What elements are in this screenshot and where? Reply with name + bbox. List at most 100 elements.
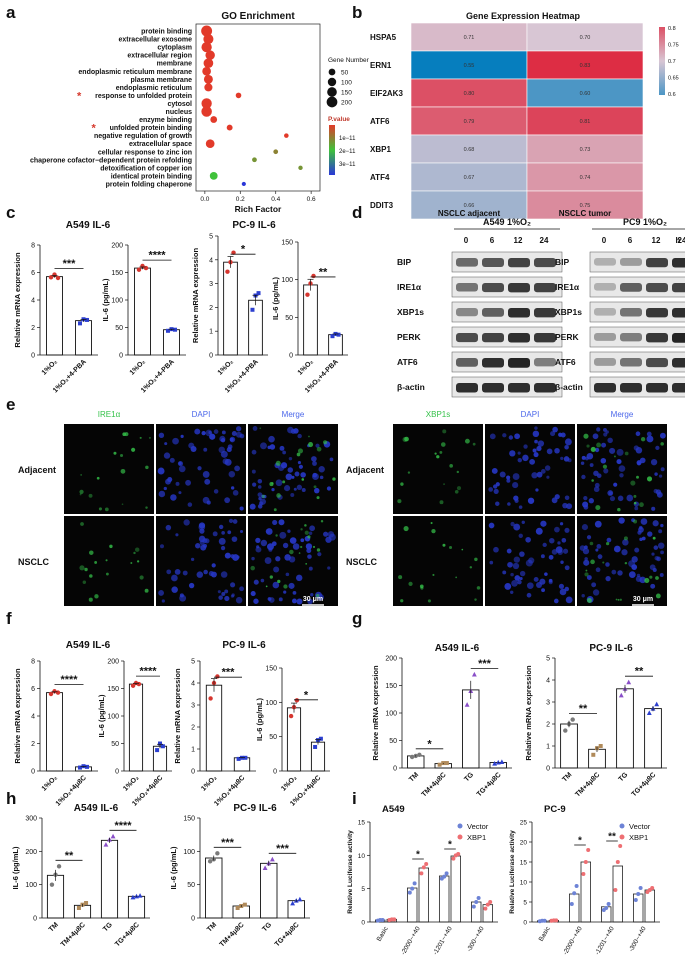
nucleus-dot <box>559 522 564 526</box>
legend-marker <box>457 834 463 840</box>
cell-value: 0.68 <box>464 147 475 153</box>
gene-row-label: ATF6 <box>370 117 390 126</box>
y-tick-label: 0 <box>31 353 35 360</box>
data-point <box>380 918 385 922</box>
cell-value: 0.79 <box>464 119 475 125</box>
signal-dot <box>80 474 82 476</box>
band-label: XBP1s <box>397 307 424 317</box>
nucleus-dot <box>617 570 623 576</box>
signal-dot <box>312 545 316 548</box>
signal-dot <box>586 444 590 448</box>
nucleus-dot <box>583 559 590 566</box>
signal-dot <box>94 561 98 564</box>
nucleus-dot <box>220 438 226 443</box>
bar <box>46 276 63 356</box>
nucleus-dot <box>308 531 313 536</box>
band-label: PERK <box>397 332 421 342</box>
y-tick-label: 50 <box>111 741 119 748</box>
signal-dot <box>120 468 126 474</box>
y-axis-label: IL-6 (pg/mL) <box>101 278 110 321</box>
significance-label: * <box>448 840 452 851</box>
colorbar-tick-label: 3e−11 <box>339 162 356 168</box>
signal-dot <box>636 475 639 479</box>
nucleus-dot <box>326 486 332 491</box>
data-point <box>604 906 609 910</box>
nucleus-dot <box>646 431 652 437</box>
protein-band <box>482 283 504 293</box>
nucleus-dot <box>235 426 242 432</box>
nucleus-dot <box>616 448 624 456</box>
category-label: TM+4μ8C <box>219 921 246 948</box>
signal-dot <box>80 522 84 526</box>
timepoint-label: 24 <box>540 236 549 245</box>
nucleus-dot <box>533 576 539 582</box>
heatmap-cell <box>410 78 528 108</box>
nucleus-dot <box>293 487 297 491</box>
y-axis-label: IL-6 (pg/mL) <box>11 846 20 889</box>
data-point <box>633 898 638 902</box>
data-point <box>305 292 310 297</box>
protein-band <box>672 358 685 368</box>
data-point <box>471 904 476 909</box>
panel-label-b: b <box>352 3 362 22</box>
signal-dot <box>408 581 413 586</box>
nucleus-dot <box>512 481 519 489</box>
nucleus-dot <box>586 575 592 580</box>
y-tick-label: 100 <box>25 882 37 889</box>
nucleus-dot <box>506 548 512 554</box>
nucleus-dot <box>231 536 238 543</box>
nucleus-dot <box>635 431 641 437</box>
band-label: PERK <box>555 332 579 342</box>
nucleus-dot <box>592 589 600 596</box>
category-label: 1%O₂ <box>200 774 218 792</box>
signal-dot <box>96 476 100 480</box>
y-tick-label: 100 <box>281 277 293 284</box>
heatmap-cell <box>410 22 528 52</box>
signal-dot <box>461 548 464 551</box>
signal-dot <box>265 585 268 588</box>
bar <box>580 861 592 923</box>
signal-dot <box>300 528 303 531</box>
cell-value: 0.74 <box>580 175 591 181</box>
y-tick-label: 100 <box>265 700 277 707</box>
category-label: -300~+40 <box>628 925 648 953</box>
signal-dot <box>94 594 99 599</box>
nucleus-dot <box>654 472 658 476</box>
y-tick-label: 6 <box>31 686 35 693</box>
band-label: IRE1α <box>397 282 422 292</box>
protein-band <box>508 308 530 318</box>
nucleus-dot <box>208 570 214 577</box>
nucleus-dot <box>268 547 273 552</box>
heatmap-cell <box>526 78 644 108</box>
nucleus-dot <box>224 589 229 594</box>
size-legend-dot <box>327 87 337 97</box>
signal-dot <box>109 544 113 549</box>
go-dot <box>203 74 213 84</box>
panel-label-e: e <box>6 395 15 414</box>
channel-label: DAPI <box>521 410 540 419</box>
nucleus-dot <box>502 570 507 575</box>
nucleus-dot <box>252 482 257 487</box>
signal-dot <box>82 580 87 585</box>
protein-band <box>482 333 504 343</box>
protein-band <box>672 333 685 343</box>
nucleus-dot <box>271 541 277 547</box>
signal-dot <box>619 598 622 601</box>
y-tick-label: 4 <box>209 257 213 264</box>
nucleus-dot <box>267 543 274 551</box>
y-tick-label: 10 <box>520 880 528 887</box>
nucleus-dot <box>521 520 525 524</box>
blot-title: PC9 1%O₂ <box>623 217 667 227</box>
nucleus-dot <box>493 546 499 553</box>
nucleus-dot <box>250 591 256 597</box>
nucleus-dot <box>618 465 626 472</box>
nucleus-dot <box>226 447 232 453</box>
data-point <box>130 894 136 900</box>
y-axis-label: Relative mRNA expression <box>371 665 380 761</box>
category-label: TM <box>48 921 60 933</box>
data-point <box>49 882 55 887</box>
protein-band <box>620 283 642 292</box>
nucleus-dot <box>231 430 237 437</box>
go-term-label: endoplasmic reticulum <box>116 85 192 92</box>
nucleus-dot <box>517 451 521 455</box>
